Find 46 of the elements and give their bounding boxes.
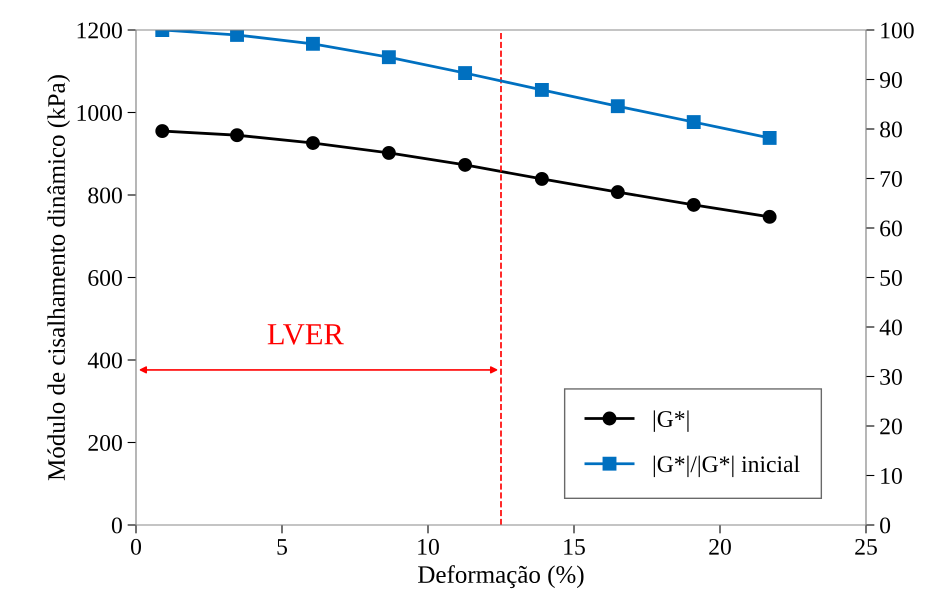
point (610, 185, 625, 200)
x-tick-label: 15 (564, 538, 585, 555)
y-tick-label: 0 (112, 517, 122, 534)
x-tick-label: 20 (709, 538, 731, 555)
point (610, 99, 625, 114)
y-tick-label: 800 (88, 187, 122, 204)
y-tick-label: 400 (88, 352, 122, 368)
legend-label: |G*|/|G*| inicial (654, 456, 800, 478)
point (762, 210, 777, 224)
y2-tick-label: 100 (881, 22, 914, 38)
point (155, 124, 170, 138)
x-tick-label: 5 (277, 539, 287, 555)
y2-tick-label: 40 (880, 319, 902, 336)
point (458, 66, 472, 80)
y-tick-label: 1200 (78, 22, 122, 38)
y2-tick-label: 10 (881, 468, 902, 484)
point (686, 198, 701, 212)
y2-tick-label: 50 (880, 270, 902, 286)
point (306, 136, 320, 150)
x-tick-label: 0 (130, 538, 142, 555)
x-tick-label: 25 (855, 538, 877, 555)
y-axis-title: Módulo de cisalhamento dinâmico (kPa) (47, 75, 70, 480)
point (534, 172, 549, 186)
y-tick-label: 600 (88, 270, 122, 286)
point (230, 128, 244, 142)
point (686, 115, 701, 130)
y2-tick-label: 70 (880, 170, 902, 187)
y-tick-label: 1000 (78, 104, 122, 121)
point (458, 158, 472, 172)
x-axis-title: Deformação (%) (418, 565, 584, 588)
legend-label: |G*| (654, 410, 689, 432)
point (382, 50, 396, 64)
y2-tick-label: 60 (880, 220, 902, 236)
point (534, 82, 549, 97)
point (762, 130, 777, 145)
y2-tick-label: 0 (880, 517, 890, 534)
point (306, 36, 320, 51)
y2-tick-label: 20 (880, 418, 902, 434)
x-tick-label: 10 (418, 538, 439, 555)
annotation: LVER (268, 324, 344, 345)
y-tick-label: 200 (88, 434, 122, 451)
point (382, 146, 396, 160)
y2-tick-label: 30 (880, 368, 902, 385)
y2-tick-label: 90 (880, 72, 902, 88)
y2-tick-label: 80 (880, 121, 902, 138)
point (230, 30, 244, 42)
